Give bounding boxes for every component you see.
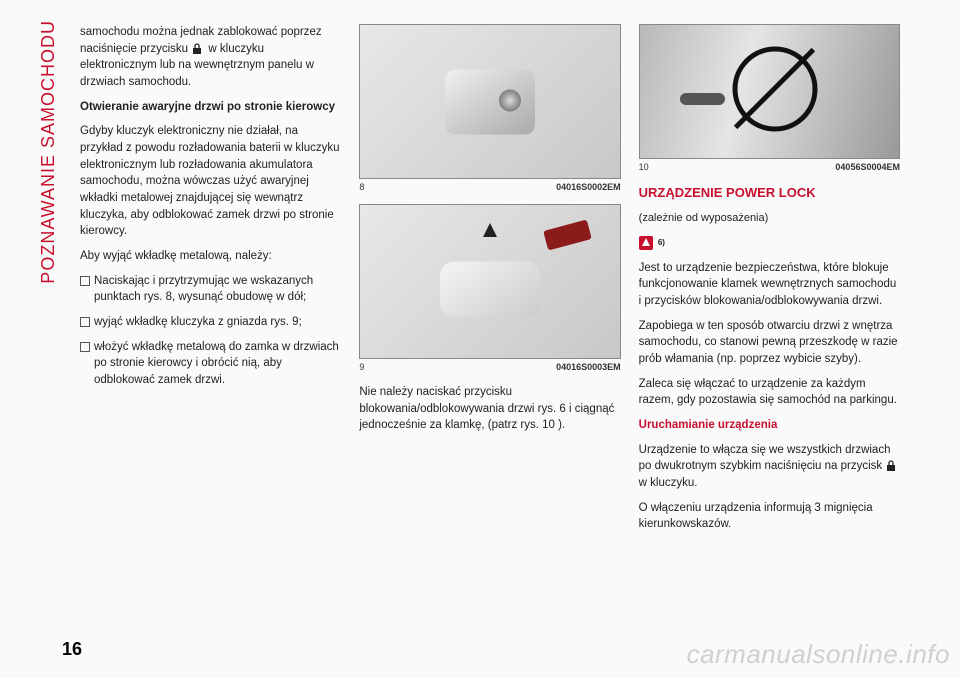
column-1: samochodu można jednak zablokować poprze… — [80, 24, 341, 594]
section-tab: POZNAWANIE SAMOCHODU — [38, 20, 59, 284]
bullet-item: Naciskając i przytrzymując we wskazanych… — [80, 273, 341, 306]
figure-number: 8 — [359, 181, 364, 194]
figure-code: 04016S0002EM — [556, 181, 621, 194]
badge-icon — [499, 89, 521, 111]
column-3: 10 04056S0004EM URZĄDZENIE POWER LOCK (z… — [639, 24, 900, 594]
manual-page: POZNAWANIE SAMOCHODU samochodu można jed… — [0, 0, 960, 678]
para: samochodu można jednak zablokować poprze… — [80, 24, 341, 91]
warning-number: 6) — [658, 238, 665, 247]
figure-caption: 10 04056S0004EM — [639, 161, 900, 174]
keyfob-back-illustration — [440, 262, 540, 317]
figure-keyfob-top — [359, 24, 620, 179]
content-columns: samochodu można jednak zablokować poprze… — [80, 24, 900, 594]
bullet-item: wyjąć wkładkę kluczyka z gniazda rys. 9; — [80, 314, 341, 331]
figure-code: 04016S0003EM — [556, 361, 621, 374]
red-heading: URZĄDZENIE POWER LOCK — [639, 184, 900, 203]
figure-keyfob-bottom — [359, 204, 620, 359]
red-subheading: Uruchamianie urządzenia — [639, 417, 900, 434]
watermark: carmanualsonline.info — [687, 639, 950, 670]
para: O włączeniu urządzenia informują 3 migni… — [639, 500, 900, 533]
lock-icon — [191, 43, 203, 55]
bullet-item: włożyć wkładkę metalową do zamka w drzwi… — [80, 339, 341, 389]
keyfob-illustration — [445, 69, 535, 134]
page-number: 16 — [62, 639, 82, 660]
para: Gdyby kluczyk elektroniczny nie działał,… — [80, 123, 341, 240]
warning-ref: 6) — [639, 235, 900, 252]
figure-door-prohibit — [639, 24, 900, 159]
para: Jest to urządzenie bezpieczeństwa, które… — [639, 260, 900, 310]
sub-note: (zależnie od wyposażenia) — [639, 211, 900, 227]
text: w kluczyku. — [639, 477, 698, 489]
text: Urządzenie to włącza się we wszystkich d… — [639, 444, 891, 473]
figure-number: 9 — [359, 361, 364, 374]
figure-code: 04056S0004EM — [835, 161, 900, 174]
column-2: 8 04016S0002EM 9 04016S0003EM Nie należy… — [359, 24, 620, 594]
para: Zapobiega w ten sposób otwarciu drzwi z … — [639, 318, 900, 368]
door-handle — [680, 93, 725, 105]
red-key-insert — [543, 220, 592, 251]
lock-icon — [885, 460, 897, 472]
para: Nie należy naciskać przycisku blokowania… — [359, 384, 620, 434]
figure-caption: 9 04016S0003EM — [359, 361, 620, 374]
figure-number: 10 — [639, 161, 649, 174]
para: Aby wyjąć wkładkę metalową, należy: — [80, 248, 341, 265]
warning-icon — [639, 236, 653, 250]
figure-caption: 8 04016S0002EM — [359, 181, 620, 194]
arrow-up-icon — [483, 223, 497, 237]
para: Urządzenie to włącza się we wszystkich d… — [639, 442, 900, 492]
para: Zaleca się włączać to urządzenie za każd… — [639, 376, 900, 409]
prohibition-icon — [732, 46, 817, 131]
heading: Otwieranie awaryjne drzwi po stronie kie… — [80, 99, 341, 116]
